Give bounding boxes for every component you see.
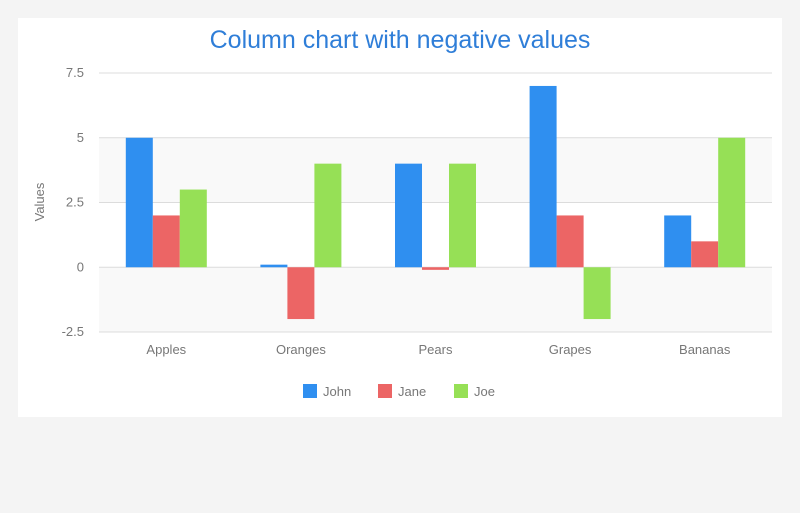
legend-swatch	[454, 384, 468, 398]
x-axis-ticks: Apples Oranges Pears Grapes Bananas	[146, 342, 730, 357]
bar	[260, 264, 288, 268]
bar	[664, 215, 692, 268]
y-axis-label: Values	[32, 182, 47, 221]
bar	[556, 215, 584, 268]
bar	[125, 137, 153, 268]
y-tick-label: 7.5	[66, 65, 84, 80]
x-tick-label: Pears	[419, 342, 453, 357]
bar	[529, 85, 557, 268]
bar	[179, 189, 207, 268]
plot-band	[99, 137, 772, 203]
legend-label: Joe	[474, 384, 495, 399]
x-tick-label: Grapes	[549, 342, 592, 357]
legend-label: Jane	[398, 384, 426, 399]
plot-bands	[99, 137, 772, 332]
bar	[395, 163, 422, 268]
legend-swatch	[378, 384, 392, 398]
y-tick-label: -2.5	[62, 324, 84, 339]
bar	[449, 163, 476, 268]
y-axis-ticks: -2.5 0 2.5 5 7.5	[62, 65, 84, 339]
y-tick-label: 5	[77, 130, 84, 145]
chart-title: Column chart with negative values	[209, 26, 591, 54]
bars	[125, 85, 746, 320]
bar	[583, 267, 611, 320]
legend-label: John	[323, 384, 351, 399]
y-tick-label: 0	[77, 259, 84, 274]
bar	[422, 267, 449, 270]
bar	[718, 137, 746, 268]
plot-band	[99, 267, 772, 332]
x-tick-label: Bananas	[679, 342, 731, 357]
legend: John Jane Joe	[303, 384, 495, 399]
bar	[691, 241, 719, 268]
bar	[314, 163, 342, 268]
bar	[152, 215, 180, 268]
x-tick-label: Oranges	[276, 342, 326, 357]
bar	[287, 267, 315, 320]
x-tick-label: Apples	[146, 342, 186, 357]
y-tick-label: 2.5	[66, 195, 84, 210]
legend-swatch	[303, 384, 317, 398]
